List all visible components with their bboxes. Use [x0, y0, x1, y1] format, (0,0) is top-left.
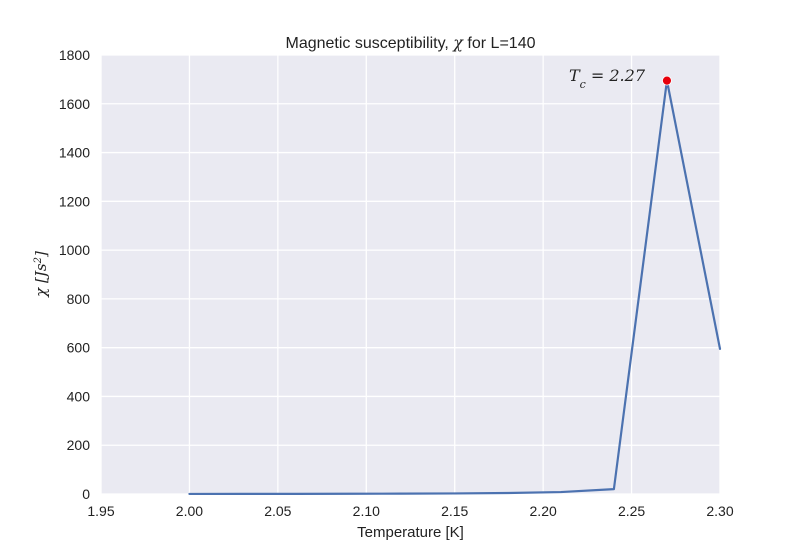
x-tick-label: 2.05 [264, 503, 291, 519]
y-tick-label: 1000 [59, 242, 90, 258]
y-axis-label-close: ] [32, 251, 50, 258]
y-tick-label: 1200 [59, 193, 90, 209]
y-axis-label-symbol: χ [32, 287, 50, 298]
x-tick-label: 1.95 [87, 503, 114, 519]
x-gridlines [100, 55, 721, 494]
y-tick-labels: 0 200 400 600 800 1000 1200 1400 1600 1800 [59, 47, 90, 502]
chart-title-symbol: χ [452, 33, 464, 52]
x-tick-label: 2.00 [176, 503, 203, 519]
x-tick-label: 2.15 [441, 503, 468, 519]
plot-area [101, 55, 720, 494]
x-tick-label: 2.10 [353, 503, 380, 519]
series-layer [188, 79, 722, 496]
critical-point-marker [662, 75, 672, 86]
tc-annotation-rhs: = 2.27 [586, 66, 646, 85]
marker-layer [662, 75, 672, 86]
x-tick-label: 2.20 [530, 503, 557, 519]
y-axis-label: χ [Js2] [32, 251, 50, 298]
series-line [188, 79, 722, 496]
x-tick-label: 2.25 [618, 503, 645, 519]
chart-title-suffix: for L=140 [463, 35, 536, 52]
y-tick-label: 0 [82, 486, 90, 502]
y-tick-label: 800 [67, 291, 91, 307]
tc-annotation-lhs: T [569, 66, 581, 85]
chart-title: Magnetic susceptibility, χ for L=140 [286, 33, 536, 52]
y-axis-label-unit: [Js [32, 263, 50, 283]
y-tick-label: 400 [67, 388, 91, 404]
tc-annotation-sub: c [580, 78, 586, 91]
tc-annotation: Tc = 2.27 [569, 66, 646, 91]
y-tick-label: 600 [67, 340, 91, 356]
y-tick-label: 200 [67, 437, 91, 453]
x-axis-label: Temperature [K] [357, 524, 464, 541]
x-tick-labels: 1.95 2.00 2.05 2.10 2.15 2.20 2.25 2.30 [87, 503, 733, 519]
y-tick-label: 1400 [59, 145, 90, 161]
y-tick-label: 1600 [59, 96, 90, 112]
y-tick-label: 1800 [59, 47, 90, 63]
x-tick-label: 2.30 [706, 503, 733, 519]
chart-title-prefix: Magnetic susceptibility, [286, 35, 454, 52]
y-axis-label-exp: 2 [33, 257, 44, 264]
